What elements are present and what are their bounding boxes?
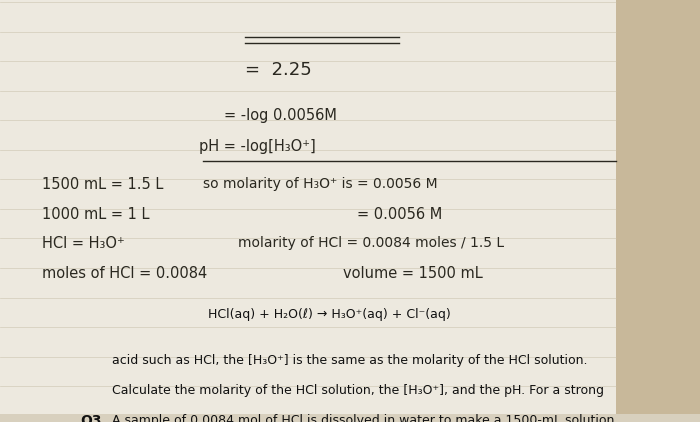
Text: Calculate the molarity of the HCl solution, the [H₃O⁺], and the pH. For a strong: Calculate the molarity of the HCl soluti… bbox=[112, 384, 604, 397]
Text: pH = -log[H₃O⁺]: pH = -log[H₃O⁺] bbox=[199, 139, 316, 154]
Text: acid such as HCl, the [H₃O⁺] is the same as the molarity of the HCl solution.: acid such as HCl, the [H₃O⁺] is the same… bbox=[112, 354, 587, 368]
Text: Q3: Q3 bbox=[80, 414, 102, 422]
Text: volume = 1500 mL: volume = 1500 mL bbox=[343, 266, 483, 281]
Text: = 0.0056 M: = 0.0056 M bbox=[357, 207, 442, 222]
Text: 1000 mL = 1 L: 1000 mL = 1 L bbox=[42, 207, 150, 222]
FancyBboxPatch shape bbox=[616, 0, 700, 422]
Text: A sample of 0.0084 mol of HCl is dissolved in water to make a 1500-mL solution.: A sample of 0.0084 mol of HCl is dissolv… bbox=[112, 414, 618, 422]
Text: 1500 mL = 1.5 L: 1500 mL = 1.5 L bbox=[42, 177, 163, 192]
Text: =  2.25: = 2.25 bbox=[245, 61, 312, 79]
Text: HCl = H₃O⁺: HCl = H₃O⁺ bbox=[42, 236, 125, 252]
Text: so molarity of H₃O⁺ is = 0.0056 M: so molarity of H₃O⁺ is = 0.0056 M bbox=[203, 177, 438, 191]
Text: HCl(aq) + H₂O(ℓ) → H₃O⁺(aq) + Cl⁻(aq): HCl(aq) + H₂O(ℓ) → H₃O⁺(aq) + Cl⁻(aq) bbox=[208, 308, 450, 321]
Text: molarity of HCl = 0.0084 moles / 1.5 L: molarity of HCl = 0.0084 moles / 1.5 L bbox=[238, 236, 504, 250]
FancyBboxPatch shape bbox=[0, 414, 700, 422]
Text: moles of HCl = 0.0084: moles of HCl = 0.0084 bbox=[42, 266, 207, 281]
Text: = -log 0.0056M: = -log 0.0056M bbox=[224, 108, 337, 123]
